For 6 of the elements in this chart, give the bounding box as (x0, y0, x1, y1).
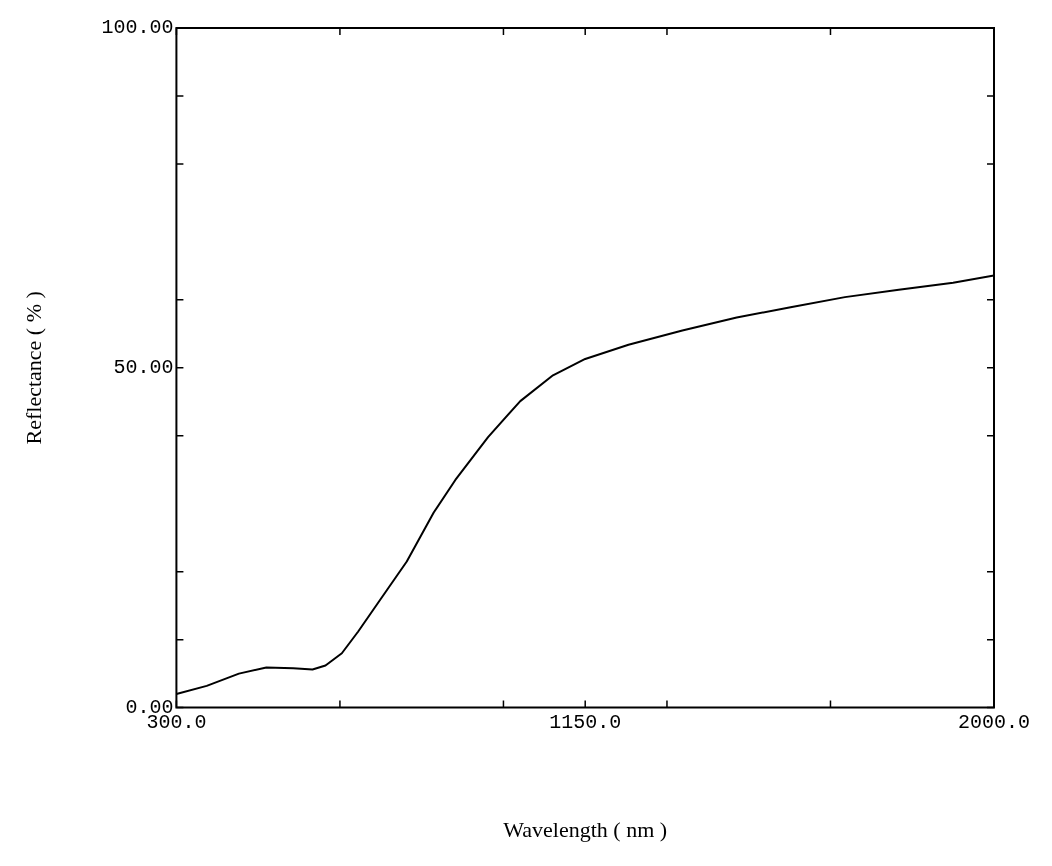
y-tick-label: 50.00 (113, 356, 174, 380)
x-tick-label: 2000.0 (957, 710, 1031, 734)
y-axis-title: Reflectance ( % ) (20, 291, 46, 445)
x-tick-label: 1150.0 (549, 710, 622, 734)
x-axis-title: Wavelength ( nm ) (503, 816, 668, 842)
y-tick-label: 100.00 (101, 16, 174, 40)
